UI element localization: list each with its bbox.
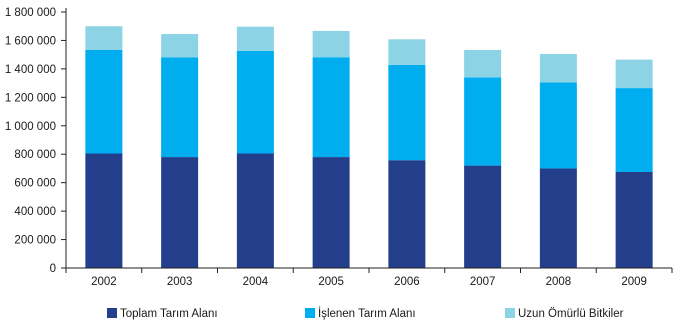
x-tick-label: 2004: [243, 276, 269, 288]
bar-segment: [312, 30, 350, 58]
bar-segment: [85, 153, 123, 268]
legend: Toplam Tarım Alanı İşlenen Tarım Alanı Uzu…: [107, 307, 624, 320]
bar-segment: [161, 157, 199, 268]
bar-segment: [236, 50, 274, 154]
bar-segment: [236, 153, 274, 268]
bar-segment: [85, 49, 123, 154]
bar-segment: [539, 82, 577, 169]
bar-segment: [161, 57, 199, 158]
y-tick-label: 1 200 000: [5, 92, 56, 104]
bar-segment: [539, 53, 577, 83]
x-tick-label: 2005: [318, 276, 344, 288]
x-tick-label: 2008: [546, 276, 572, 288]
y-tick-label: 1 000 000: [5, 121, 56, 133]
bar-segment: [236, 26, 274, 51]
x-axis: 2002 2003 2004 2005 2006 2007 2008 2009: [65, 267, 673, 288]
y-tick-label: 600 000: [14, 178, 56, 190]
legend-swatch: [305, 308, 315, 318]
bar-segment: [388, 39, 426, 65]
bar-segment: [615, 59, 653, 89]
bar-segment: [312, 157, 350, 268]
x-tick-label: 2006: [394, 276, 420, 288]
legend-swatch: [505, 308, 515, 318]
x-tick-label: 2009: [621, 276, 647, 288]
bar-segment: [615, 172, 653, 268]
y-axis: 0 200 000 400 000 600 000 800 000 1 000 000 1 …: [5, 7, 67, 275]
bar-segment: [615, 88, 653, 172]
x-tick-label: 2002: [91, 276, 117, 288]
bar-segment: [388, 160, 426, 268]
bar-segment: [312, 57, 350, 158]
y-tick-label: 800 000: [14, 149, 56, 161]
bar-segment: [464, 77, 502, 166]
y-tick-label: 1 600 000: [5, 35, 56, 47]
x-tick-label: 2007: [470, 276, 496, 288]
y-tick-label: 1 800 000: [5, 7, 56, 19]
legend-label: Toplam Tarım Alanı: [120, 308, 218, 320]
bar-segment: [388, 64, 426, 161]
bar-segment: [539, 168, 577, 268]
y-tick-label: 400 000: [14, 206, 56, 218]
y-tick-label: 1 400 000: [5, 64, 56, 76]
bars: [85, 26, 653, 268]
y-tick-label: 0: [50, 263, 56, 275]
bar-segment: [464, 49, 502, 78]
y-tick-label: 200 000: [14, 235, 56, 247]
legend-swatch: [107, 308, 117, 318]
x-tick-label: 2003: [167, 276, 193, 288]
bar-segment: [464, 165, 502, 268]
legend-label: İşlenen Tarım Alanı: [318, 307, 416, 320]
bar-segment: [85, 26, 123, 50]
legend-label: Uzun Ömürlü Bitkiler: [518, 308, 624, 320]
bar-segment: [161, 34, 199, 58]
